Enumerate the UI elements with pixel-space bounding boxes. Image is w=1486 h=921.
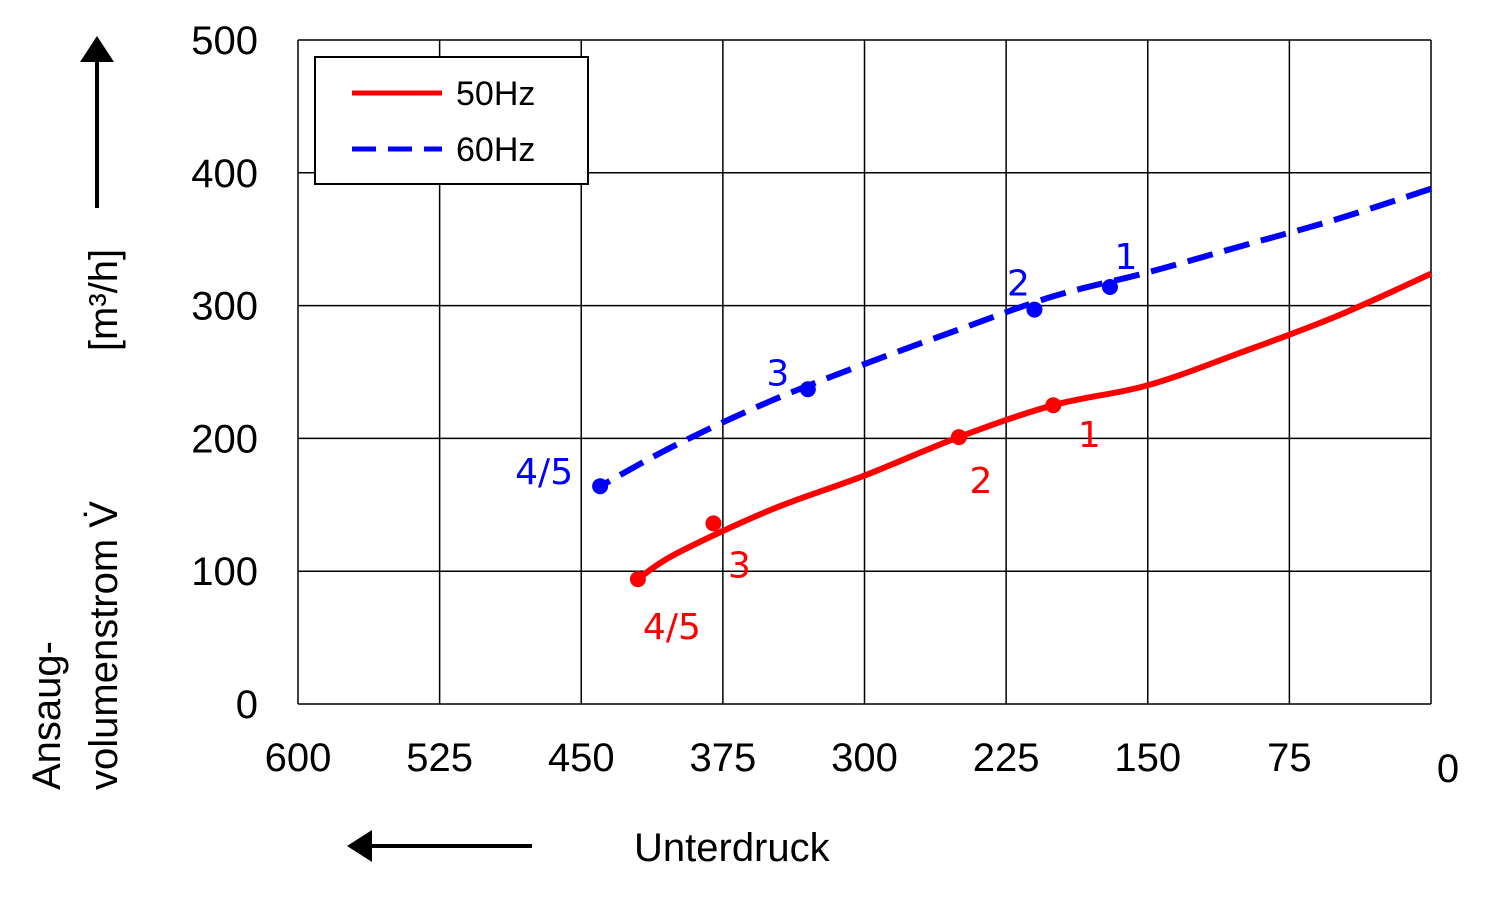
data-point-label: 3 [728, 545, 751, 586]
x-tick-label: 0 [1437, 747, 1459, 791]
data-point-marker [950, 429, 967, 446]
data-point-label: 2 [1007, 264, 1030, 305]
legend-box [314, 56, 589, 185]
x-tick-label: 75 [1267, 736, 1312, 780]
x-tick-label: 375 [690, 736, 757, 780]
legend: 50Hz 60Hz [314, 56, 589, 185]
x-tick-labels: 600 525 450 375 300 225 150 75 0 [265, 736, 1460, 791]
y-axis-label-line1: Ansaug- [25, 641, 69, 790]
y-tick-label: 400 [191, 152, 258, 196]
x-tick-label: 450 [548, 736, 615, 780]
y-tick-label: 200 [191, 417, 258, 461]
x-axis-label: Unterdruck [634, 826, 831, 870]
data-point-marker [1101, 279, 1118, 296]
y-axis-arrow [80, 36, 114, 208]
data-point-marker [705, 515, 722, 532]
y-tick-label: 0 [236, 683, 258, 727]
data-point-label: 4/5 [643, 607, 701, 648]
x-tick-label: 525 [406, 736, 473, 780]
y-tick-labels: 0 100 200 300 400 500 [191, 19, 258, 727]
grid [297, 39, 1432, 705]
data-point-marker [799, 381, 816, 398]
x-tick-label: 600 [265, 736, 332, 780]
series-line-60hz [598, 185, 1432, 489]
legend-label-60hz: 60Hz [456, 131, 535, 169]
series-line-50hz [636, 270, 1433, 582]
x-tick-label: 150 [1114, 736, 1181, 780]
data-point-label: 1 [1078, 415, 1101, 456]
data-point-marker [1045, 397, 1062, 414]
data-point-label: 3 [766, 353, 789, 394]
data-point-marker [629, 571, 646, 588]
data-point-label: 4/5 [515, 452, 573, 493]
data-point-label: 2 [969, 461, 992, 502]
data-point-label: 1 [1115, 237, 1138, 278]
x-axis-arrow [347, 830, 532, 862]
y-tick-label: 300 [191, 285, 258, 329]
y-tick-label: 500 [191, 19, 258, 63]
series-layer [592, 185, 1433, 588]
x-tick-label: 300 [831, 736, 898, 780]
y-axis-unit: [m³/h] [82, 249, 126, 351]
point-labels: 1 2 3 4/5 1 2 3 4/5 [515, 237, 1137, 648]
legend-label-50hz: 50Hz [456, 75, 535, 113]
y-tick-label: 100 [191, 550, 258, 594]
x-tick-label: 225 [973, 736, 1040, 780]
data-point-marker [592, 478, 609, 495]
data-point-marker [1026, 301, 1043, 318]
y-axis-label-line2: volumenstrom V̇ [82, 501, 126, 790]
